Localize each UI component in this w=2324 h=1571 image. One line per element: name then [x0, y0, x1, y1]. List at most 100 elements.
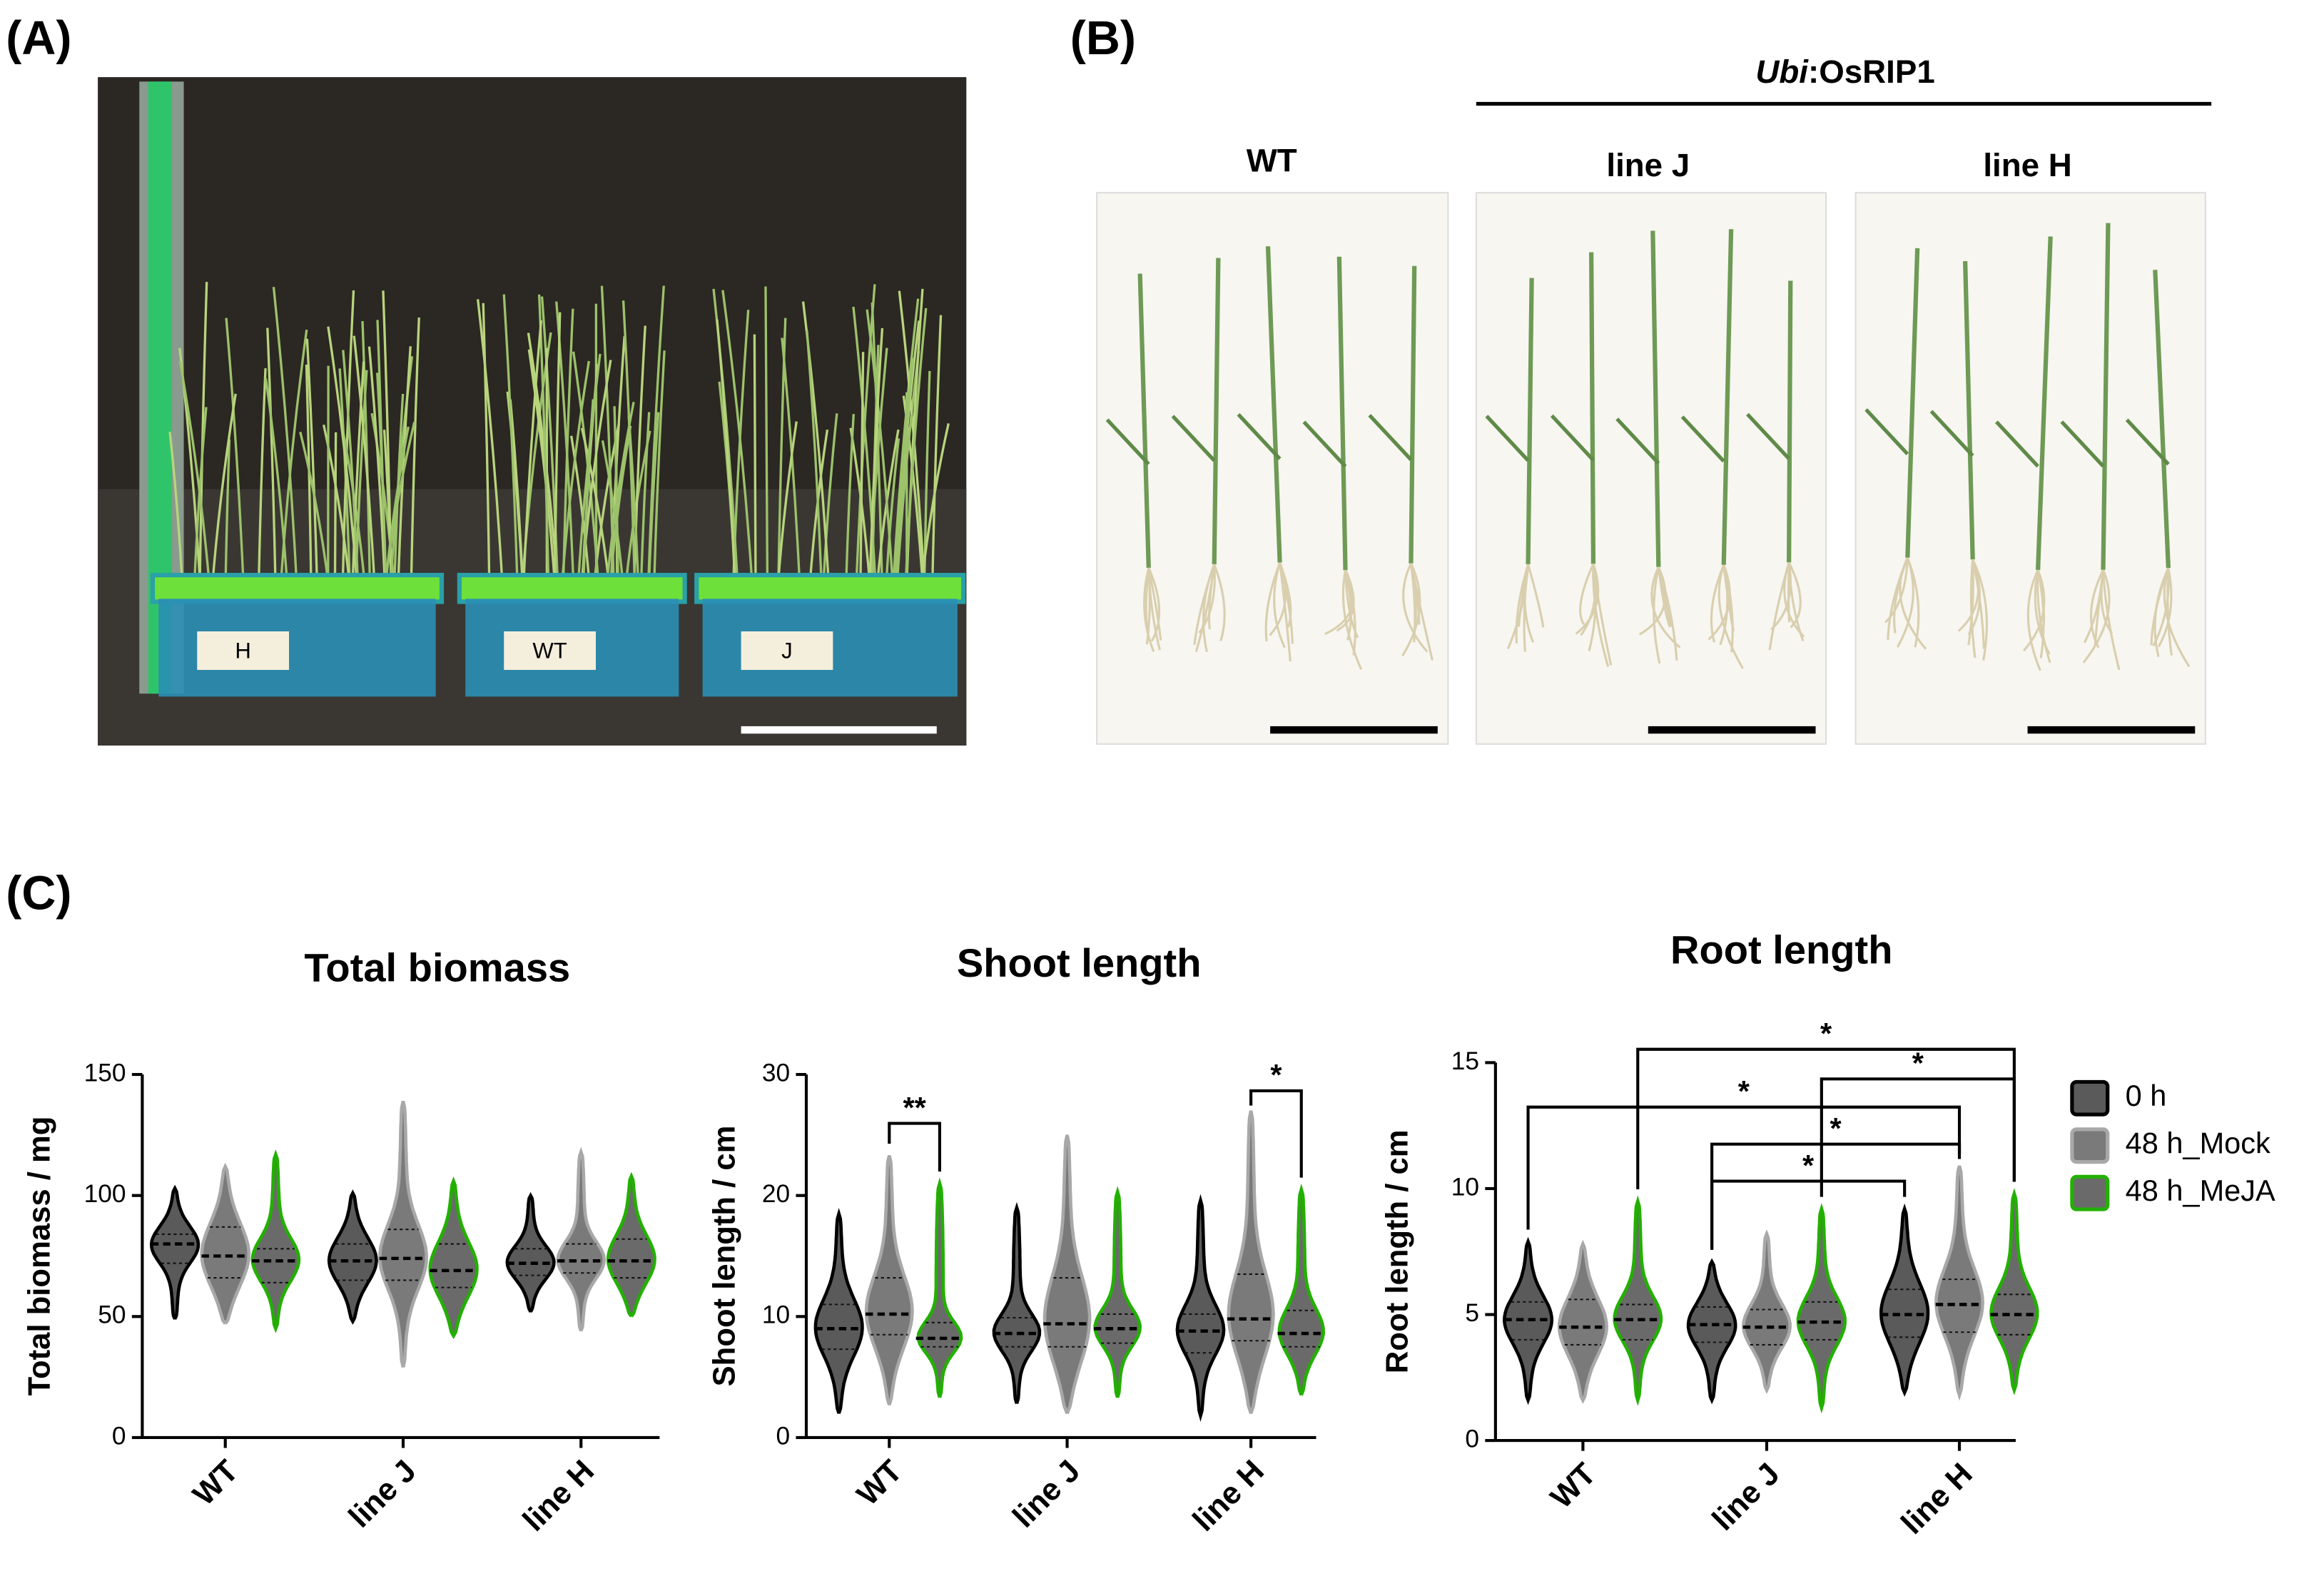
x-tick-label: WT: [851, 1454, 909, 1512]
grass-blade: [279, 329, 308, 586]
violin-body: [149, 1184, 201, 1320]
significance-bracket: [1526, 1105, 1962, 1230]
seedling-root: [2153, 567, 2170, 657]
seedling-leaf: [1995, 420, 2040, 468]
seedling-leaf: [1929, 410, 1974, 457]
y-axis-label: Shoot length / cm: [707, 1126, 741, 1387]
grass-blade: [931, 315, 943, 586]
violin-body: [1934, 1165, 1984, 1401]
grass-blade: [920, 423, 950, 586]
photo-panel: [1475, 192, 1827, 745]
significance-bracket: [1820, 1077, 2016, 1197]
grass-blade: [868, 327, 884, 586]
seedling-root: [1580, 564, 1597, 636]
violin-body: [1686, 1258, 1737, 1405]
grass-blade: [272, 287, 298, 586]
tray-label: H: [235, 638, 250, 663]
violin-body: [428, 1176, 479, 1340]
seedling-root: [1719, 564, 1729, 646]
grass-blade: [367, 346, 387, 586]
seedling-root: [1579, 563, 1595, 626]
x-tick-label: line H: [1187, 1454, 1271, 1538]
seedling-root: [1787, 562, 1805, 642]
seedling-root: [2034, 569, 2051, 655]
grass-blade: [224, 439, 231, 586]
seedling-root: [1638, 566, 1667, 636]
seedling-root: [1279, 562, 1292, 662]
seedling-root: [1657, 566, 1673, 627]
violin-body: [250, 1149, 301, 1333]
x-tick-label: WT: [1544, 1457, 1603, 1515]
x-tick-label: WT: [187, 1454, 245, 1512]
tray-label-paper: [504, 631, 597, 670]
grass-blade: [168, 431, 184, 586]
grass-blade: [894, 357, 915, 586]
grass-blade: [198, 282, 208, 586]
grass-blade: [264, 378, 289, 586]
photo-label: WT: [1247, 143, 1297, 179]
grass-blade: [410, 317, 420, 586]
chart-title: Shoot length: [957, 940, 1202, 985]
grass-blade: [397, 346, 412, 586]
seedling-root: [1969, 559, 1977, 659]
grass-blade: [560, 360, 591, 586]
grass-blade: [476, 299, 504, 586]
legend-swatch: [2070, 1079, 2110, 1117]
seedling-root: [1717, 564, 1744, 669]
grass-blade: [600, 285, 615, 586]
seedling-root: [1653, 566, 1661, 664]
grass-blade: [361, 320, 372, 586]
y-tick-label: 0: [112, 1422, 126, 1450]
grass-blade: [225, 317, 245, 586]
grass-blade: [384, 422, 416, 586]
significance-bracket: [1710, 1179, 1907, 1250]
y-tick-label: 5: [1465, 1299, 1479, 1327]
legend-label: 0 h: [2126, 1079, 2167, 1112]
grass-blade: [855, 284, 876, 586]
significance-label: *: [1830, 1112, 1842, 1145]
seedling-root: [1213, 564, 1226, 641]
seedling-leaf: [1485, 415, 1530, 462]
violin-body: [1557, 1239, 1608, 1404]
seedling-shoot: [1589, 252, 1596, 564]
grass-blade: [193, 407, 208, 586]
construct-label: Ubi:OsRIP1: [1755, 54, 1934, 90]
grass-blade: [341, 290, 355, 586]
seedling-leaf: [1105, 418, 1150, 466]
significance-bracket: [888, 1122, 942, 1172]
photo-b: [1096, 192, 2206, 745]
scale-bar: [1270, 726, 1438, 734]
violin-body: [1277, 1183, 1325, 1396]
violin-body: [378, 1100, 428, 1368]
significance-label: *: [1738, 1074, 1750, 1108]
seedling-root: [2036, 569, 2051, 664]
violin-body: [327, 1189, 378, 1325]
significance-label: *: [1820, 1017, 1832, 1050]
grass-blade: [522, 320, 543, 586]
seedling-shoot: [1787, 280, 1793, 563]
seedling-root: [2089, 569, 2104, 649]
significance-label: *: [1912, 1047, 1924, 1080]
grass-blade: [806, 330, 823, 586]
tray-label-paper: [197, 631, 290, 670]
violin-body: [1042, 1134, 1092, 1414]
tray-top: [150, 572, 445, 604]
construct-name: :OsRIP1: [1808, 54, 1935, 90]
grass-blade: [299, 432, 330, 586]
x-tick-label: line H: [1895, 1457, 1979, 1541]
seedling-root: [1768, 561, 1790, 651]
significance-bracket: [1710, 1142, 1962, 1250]
grass-blade: [178, 361, 211, 586]
seedling-root: [2158, 567, 2173, 648]
grass-blade: [822, 413, 838, 586]
photo-a: H WT J: [98, 77, 967, 746]
seedling-leaf: [1615, 417, 1660, 465]
seedling-leaf: [1550, 414, 1595, 462]
seedling-shoot: [1265, 246, 1282, 563]
grass-blade: [621, 300, 636, 586]
violin-body: [992, 1201, 1042, 1405]
violin-body: [505, 1191, 556, 1313]
grass-blade: [553, 312, 562, 586]
seedling-root: [1341, 569, 1363, 670]
